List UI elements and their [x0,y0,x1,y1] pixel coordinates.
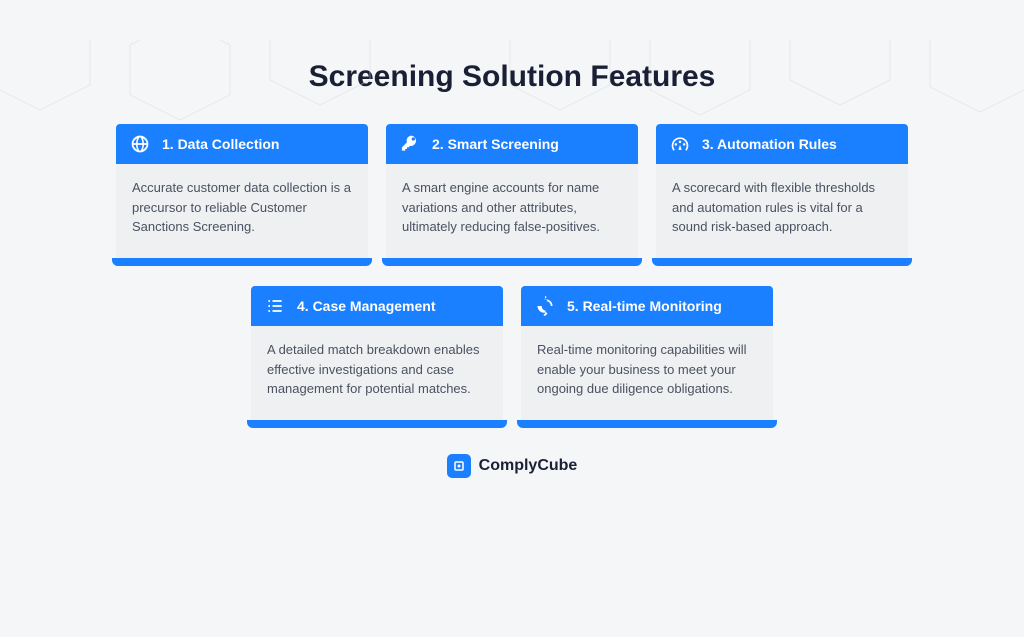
card-title: 3. Automation Rules [702,136,837,152]
card-data-collection: 1. Data Collection Accurate customer dat… [116,124,368,268]
card-header: 4. Case Management [251,286,503,326]
card-accent [652,258,912,266]
card-automation-rules: 3. Automation Rules A scorecard with fle… [656,124,908,268]
card-header: 3. Automation Rules [656,124,908,164]
card-body: Real-time monitoring capabilities will e… [521,326,773,422]
list-icon [265,296,285,316]
card-title: 1. Data Collection [162,136,279,152]
card-title: 5. Real-time Monitoring [567,298,722,314]
card-accent [112,258,372,266]
card-body: A smart engine accounts for name variati… [386,164,638,260]
gauge-icon [670,134,690,154]
card-header: 1. Data Collection [116,124,368,164]
brand-name: ComplyCube [479,457,578,475]
key-icon [400,134,420,154]
card-title: 2. Smart Screening [432,136,559,152]
page-title: Screening Solution Features [0,60,1024,94]
card-body: Accurate customer data collection is a p… [116,164,368,260]
card-smart-screening: 2. Smart Screening A smart engine accoun… [386,124,638,268]
globe-icon [130,134,150,154]
brand-logo: ComplyCube [0,454,1024,478]
feature-cards: 1. Data Collection Accurate customer dat… [32,124,992,430]
cycle-icon [535,296,555,316]
card-body: A scorecard with flexible thresholds and… [656,164,908,260]
card-header: 2. Smart Screening [386,124,638,164]
card-title: 4. Case Management [297,298,436,314]
logo-mark-icon [447,454,471,478]
card-accent [517,420,777,428]
card-header: 5. Real-time Monitoring [521,286,773,326]
card-accent [382,258,642,266]
card-body: A detailed match breakdown enables effec… [251,326,503,422]
card-realtime-monitoring: 5. Real-time Monitoring Real-time monito… [521,286,773,430]
card-case-management: 4. Case Management A detailed match brea… [251,286,503,430]
card-accent [247,420,507,428]
